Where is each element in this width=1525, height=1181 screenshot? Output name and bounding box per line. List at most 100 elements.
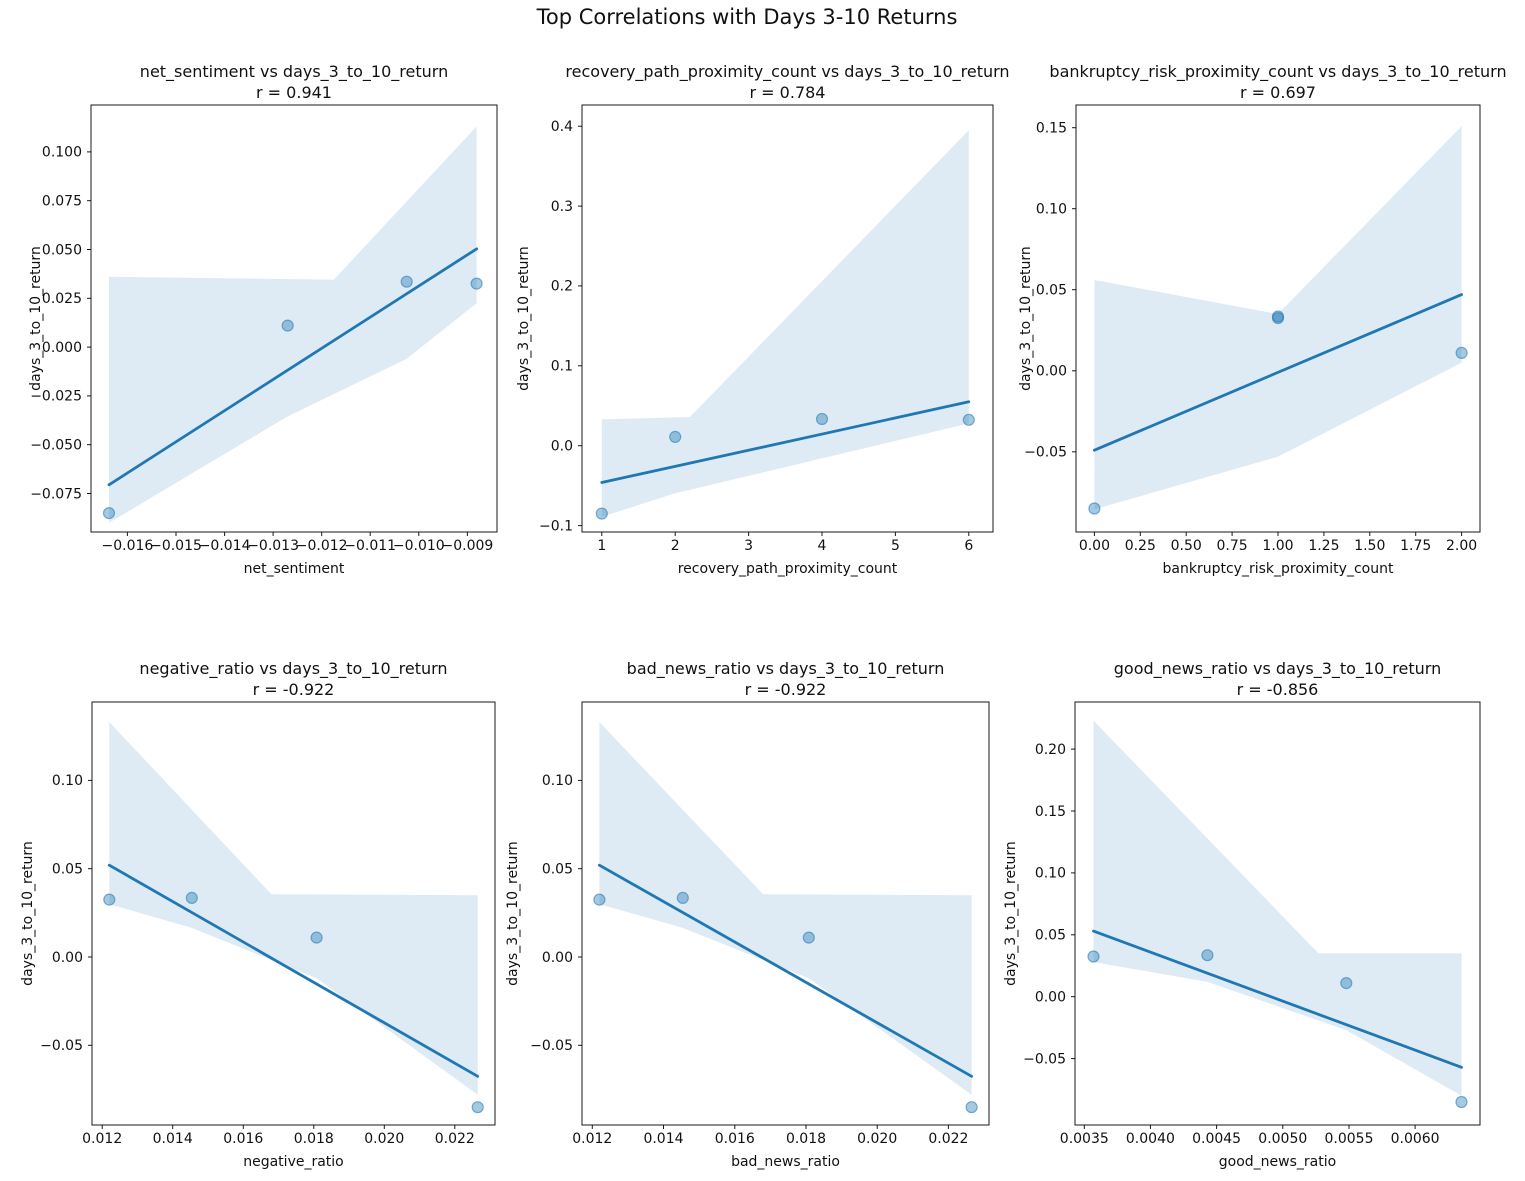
scatter-point <box>1455 1095 1468 1109</box>
y-tick-label: 0.05 <box>52 862 83 878</box>
subplot-subtitle-r-value: r = 0.941 <box>256 83 332 102</box>
regression-line <box>1093 293 1463 452</box>
y-axis-label: days_3_to_10_return <box>516 246 532 391</box>
x-tick-label: −0.012 <box>296 538 348 554</box>
x-tick-label: 6 <box>964 538 973 554</box>
subplot-good_news_ratio: 0.0035 0.0040 0.0045 0.0050 0.0055 0.0060 0.20… <box>1003 659 1481 1170</box>
y-tick-label: 0.2 <box>551 279 573 295</box>
confidence-band <box>1093 720 1462 1096</box>
x-tick-label: 2 <box>671 538 680 554</box>
y-tick-label: −0.05 <box>40 1038 83 1054</box>
x-tick-label: 0.020 <box>857 1131 897 1147</box>
y-tick-label: 0.00 <box>542 950 573 966</box>
x-tick-label: 0.020 <box>364 1131 404 1147</box>
scatter-point <box>1340 976 1353 990</box>
y-axis-label: days_3_to_10_return <box>1018 246 1034 391</box>
scatter-point <box>1201 949 1214 962</box>
scatter-point <box>965 1101 978 1114</box>
subplot-title: good_news_ratio vs days_3_to_10_return <box>1114 659 1441 679</box>
x-tick-label: 0.014 <box>643 1131 683 1147</box>
x-tick-label: 0.018 <box>294 1131 334 1147</box>
subplot-title: bankruptcy_risk_proximity_count vs days_… <box>1049 62 1506 82</box>
x-axis-label: bankruptcy_risk_proximity_count <box>1163 561 1394 577</box>
regression-line <box>598 863 973 1078</box>
x-tick-label: 0.0040 <box>1126 1131 1175 1147</box>
x-tick-label: 0.022 <box>928 1131 968 1147</box>
y-axis-label: days_3_to_10_return <box>28 246 44 391</box>
y-tick-label: −0.1 <box>539 518 573 534</box>
y-tick-label: 0.10 <box>52 773 83 789</box>
axes-spines <box>1074 701 1481 1126</box>
y-tick-label: 0.10 <box>542 773 573 789</box>
y-axis-label: days_3_to_10_return <box>20 841 36 986</box>
confidence-band <box>1094 126 1462 510</box>
y-tick-label: −0.025 <box>30 389 82 405</box>
y-tick-label: 0.05 <box>542 862 573 878</box>
y-tick-label: 0.10 <box>1035 866 1066 882</box>
x-tick-label: 1.75 <box>1400 538 1431 554</box>
scatter-point <box>595 507 608 520</box>
x-tick-label: 0.0060 <box>1391 1131 1440 1147</box>
scatter-point <box>593 893 606 906</box>
scatter-point <box>1455 346 1468 359</box>
y-tick-label: 0.00 <box>52 950 83 966</box>
x-axis-label: good_news_ratio <box>1219 1154 1336 1170</box>
subplot-subtitle-r-value: r = 0.697 <box>1240 83 1316 102</box>
subplot-subtitle-r-value: r = -0.922 <box>745 680 827 699</box>
y-tick-label: −0.05 <box>1024 445 1067 461</box>
subplot-title: bad_news_ratio vs days_3_to_10_return <box>627 659 945 679</box>
regression-line <box>1092 929 1463 1069</box>
y-tick-label: 0.10 <box>1036 202 1067 218</box>
x-tick-label: −0.011 <box>344 538 396 554</box>
y-tick-label: 0.05 <box>1035 928 1066 944</box>
x-tick-label: 0.014 <box>153 1131 193 1147</box>
x-tick-label: 0.018 <box>786 1131 826 1147</box>
x-axis-label: negative_ratio <box>243 1154 344 1170</box>
axes-spines <box>91 701 496 1126</box>
scatter-point <box>471 1101 484 1114</box>
subplot-bad_news_ratio: 0.012 0.014 0.016 0.018 0.020 0.022 0.10 0.05 0.… <box>505 659 990 1170</box>
x-axis-label: bad_news_ratio <box>731 1154 840 1170</box>
x-tick-label: 0.50 <box>1171 538 1202 554</box>
subplot-subtitle-r-value: r = -0.922 <box>253 680 335 699</box>
x-tick-label: 0.0055 <box>1325 1131 1374 1147</box>
scatter-point <box>310 931 323 944</box>
scatter-point <box>400 275 413 288</box>
subplot-bankruptcy_risk_proximity_count: 0.00 0.25 0.50 0.75 1.00 1.25 1.50 1.75 2.00 0.15… <box>1018 62 1507 577</box>
scatter-point <box>470 277 483 290</box>
confidence-band <box>599 722 972 1095</box>
axes-spines <box>90 104 498 533</box>
scatter-point <box>815 412 829 426</box>
confidence-band <box>601 130 969 517</box>
subplot-title: negative_ratio vs days_3_to_10_return <box>139 659 447 679</box>
x-tick-label: 1.25 <box>1308 538 1339 554</box>
regression-line <box>107 247 479 487</box>
x-tick-label: 5 <box>891 538 900 554</box>
scatter-point <box>103 893 116 906</box>
x-tick-label: 0.25 <box>1125 538 1156 554</box>
x-tick-label: 0.75 <box>1217 538 1248 554</box>
subplot-subtitle-r-value: r = 0.784 <box>750 83 826 102</box>
axes-spines <box>581 701 990 1126</box>
x-tick-label: 1.00 <box>1262 538 1293 554</box>
y-tick-label: 0.00 <box>1036 364 1067 380</box>
y-tick-label: 0.4 <box>551 119 573 135</box>
y-tick-label: 0.0 <box>551 439 573 455</box>
x-tick-label: 2.00 <box>1446 538 1477 554</box>
scatter-point <box>185 891 198 905</box>
x-tick-label: 3 <box>744 538 753 554</box>
subplot-negative_ratio: 0.012 0.014 0.016 0.018 0.020 0.022 0.10 0.05 0.… <box>20 659 496 1170</box>
x-tick-label: −0.009 <box>441 538 493 554</box>
y-tick-label: 0.05 <box>1036 283 1067 299</box>
x-tick-label: 0.0050 <box>1258 1131 1307 1147</box>
scatter-point <box>802 931 815 944</box>
regression-line <box>600 400 971 484</box>
confidence-band <box>109 722 478 1095</box>
figure-title: Top Correlations with Days 3-10 Returns <box>536 5 958 29</box>
x-tick-label: 0.00 <box>1079 538 1110 554</box>
y-tick-label: 0.025 <box>42 291 82 307</box>
x-tick-label: 0.022 <box>435 1131 475 1147</box>
x-tick-label: 0.0045 <box>1192 1131 1241 1147</box>
